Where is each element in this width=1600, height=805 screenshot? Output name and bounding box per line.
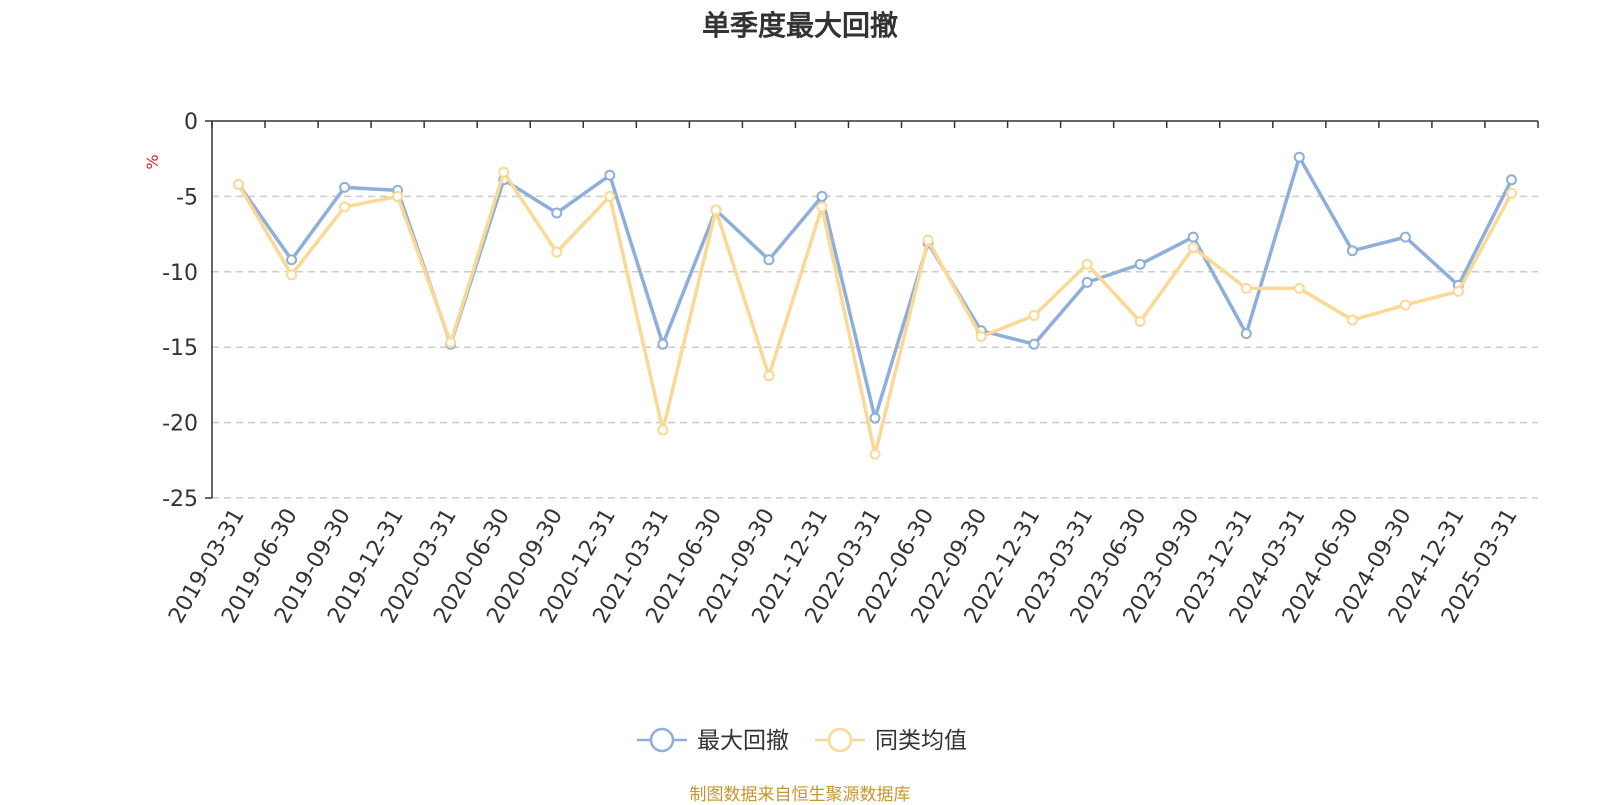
- data-point: [1187, 242, 1199, 254]
- data-point: [869, 448, 881, 460]
- y-axis-label: %: [143, 154, 162, 169]
- series-1: [233, 151, 1517, 424]
- data-point: [1452, 285, 1464, 297]
- data-point: [286, 269, 298, 281]
- data-point: [763, 370, 775, 382]
- data-point: [551, 246, 563, 258]
- data-point: [1505, 187, 1517, 199]
- data-point: [1399, 299, 1411, 311]
- data-point: [657, 338, 669, 350]
- legend: 最大回撤 同类均值: [637, 727, 967, 754]
- data-point: [1240, 282, 1252, 294]
- data-point: [1081, 258, 1093, 270]
- data-point: [1505, 174, 1517, 186]
- data-point: [1293, 151, 1305, 163]
- data-point: [339, 181, 351, 193]
- data-point: [445, 337, 457, 349]
- data-point: [233, 178, 245, 190]
- data-point: [657, 424, 669, 436]
- data-point: [1134, 316, 1146, 328]
- data-point: [286, 254, 298, 266]
- legend-label: 同类均值: [875, 728, 967, 754]
- data-point: [922, 234, 934, 246]
- data-point: [710, 204, 722, 216]
- data-point: [975, 331, 987, 343]
- series-layer: [233, 151, 1517, 460]
- legend-swatch-marker: [827, 727, 853, 753]
- data-point: [1028, 310, 1040, 322]
- data-point: [498, 166, 510, 178]
- data-point: [1187, 231, 1199, 243]
- y-tick-label: -15: [162, 336, 198, 361]
- data-point: [816, 190, 828, 202]
- series-2: [233, 166, 1517, 460]
- legend-label: 最大回撤: [697, 728, 789, 754]
- source-note: 制图数据来自恒生聚源数据库: [689, 785, 911, 805]
- y-tick-label: -10: [162, 261, 198, 286]
- data-point: [816, 201, 828, 213]
- data-point: [1240, 328, 1252, 340]
- y-tick-label: -20: [162, 412, 198, 437]
- data-point: [392, 190, 404, 202]
- y-tick-label: 0: [184, 110, 198, 135]
- data-point: [1134, 258, 1146, 270]
- data-point: [1346, 245, 1358, 257]
- chart-title: 单季度最大回撤: [701, 9, 898, 42]
- data-point: [1293, 282, 1305, 294]
- data-point: [763, 254, 775, 266]
- data-point: [604, 169, 616, 181]
- legend-item-2: 同类均值: [815, 727, 967, 754]
- data-point: [1399, 231, 1411, 243]
- legend-swatch-marker: [649, 727, 675, 753]
- data-point: [1081, 276, 1093, 288]
- y-tick-label: -5: [176, 185, 198, 210]
- data-point: [1346, 314, 1358, 326]
- data-point: [604, 190, 616, 202]
- data-point: [551, 207, 563, 219]
- legend-item-1: 最大回撤: [637, 727, 789, 754]
- data-point: [339, 201, 351, 213]
- y-tick-label: -25: [162, 487, 198, 512]
- data-point: [1028, 338, 1040, 350]
- data-point: [869, 412, 881, 424]
